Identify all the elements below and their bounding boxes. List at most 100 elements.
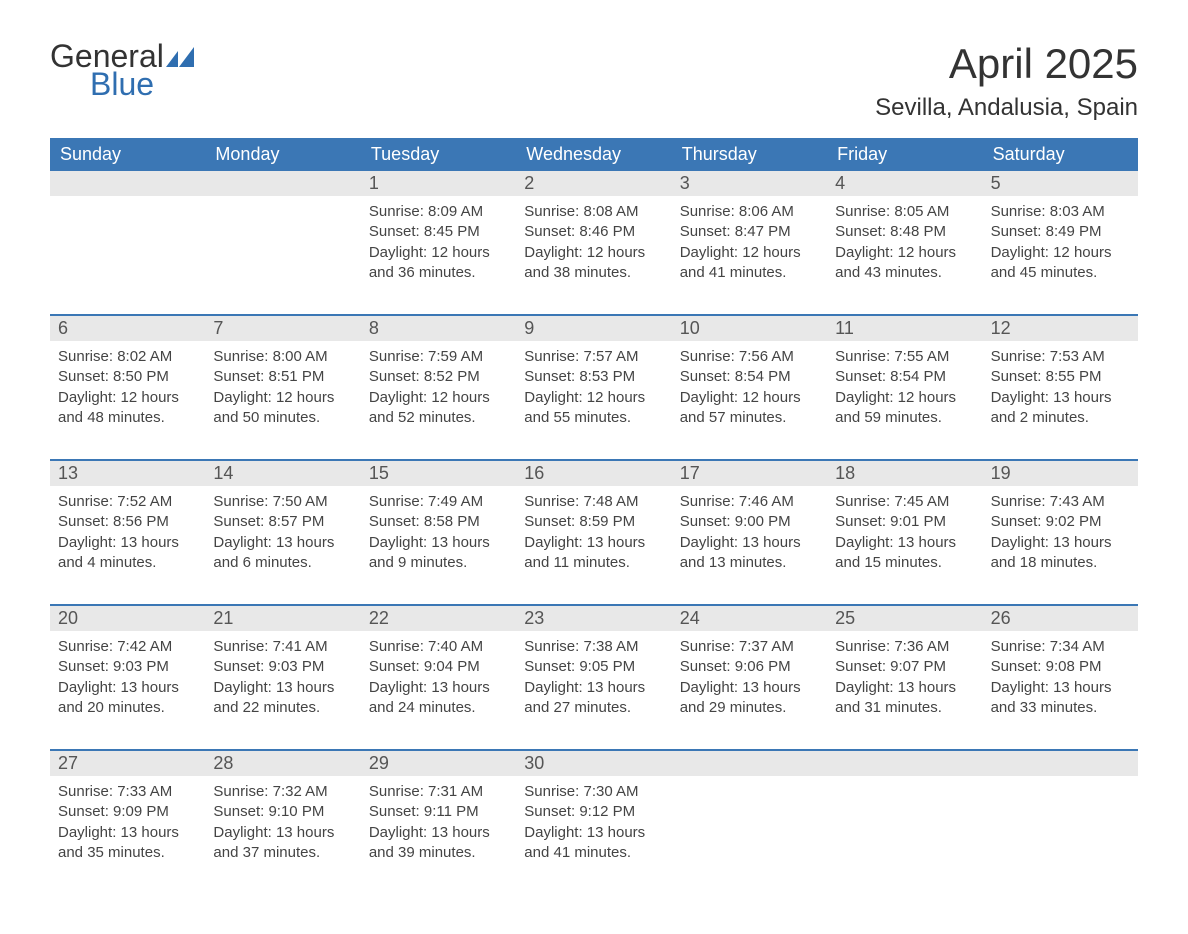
logo: General Blue (50, 40, 194, 100)
day-daylight2: and 43 minutes. (835, 263, 974, 283)
day-sunrise: Sunrise: 7:48 AM (524, 492, 663, 512)
day-sunrise: Sunrise: 7:36 AM (835, 637, 974, 657)
day-daylight2: and 22 minutes. (213, 698, 352, 718)
day-sunrise: Sunrise: 8:06 AM (680, 202, 819, 222)
day-cell: Sunrise: 7:49 AMSunset: 8:58 PMDaylight:… (361, 486, 516, 596)
day-daylight2: and 20 minutes. (58, 698, 197, 718)
week-row: 12345Sunrise: 8:09 AMSunset: 8:45 PMDayl… (50, 171, 1138, 306)
day-number: 15 (361, 461, 516, 486)
day-daylight2: and 37 minutes. (213, 843, 352, 863)
day-number: 29 (361, 751, 516, 776)
day-number: 4 (827, 171, 982, 196)
daynum-strip: 6789101112 (50, 314, 1138, 341)
day-sunset: Sunset: 8:55 PM (991, 367, 1130, 387)
day-sunrise: Sunrise: 7:30 AM (524, 782, 663, 802)
day-daylight1: Daylight: 13 hours (835, 533, 974, 553)
week-row: 27282930Sunrise: 7:33 AMSunset: 9:09 PMD… (50, 749, 1138, 886)
day-cell: Sunrise: 8:00 AMSunset: 8:51 PMDaylight:… (205, 341, 360, 451)
day-sunrise: Sunrise: 7:37 AM (680, 637, 819, 657)
calendar: Sunday Monday Tuesday Wednesday Thursday… (50, 138, 1138, 886)
day-number (983, 751, 1138, 776)
weekday-label: Sunday (50, 138, 205, 171)
day-daylight2: and 15 minutes. (835, 553, 974, 573)
day-number: 16 (516, 461, 671, 486)
day-sunset: Sunset: 8:48 PM (835, 222, 974, 242)
daynum-strip: 27282930 (50, 749, 1138, 776)
weekday-label: Saturday (983, 138, 1138, 171)
day-daylight1: Daylight: 13 hours (213, 678, 352, 698)
day-cell: Sunrise: 8:03 AMSunset: 8:49 PMDaylight:… (983, 196, 1138, 306)
day-sunrise: Sunrise: 7:32 AM (213, 782, 352, 802)
day-sunrise: Sunrise: 7:34 AM (991, 637, 1130, 657)
day-sunset: Sunset: 9:10 PM (213, 802, 352, 822)
day-sunset: Sunset: 9:00 PM (680, 512, 819, 532)
day-daylight2: and 18 minutes. (991, 553, 1130, 573)
day-cell: Sunrise: 7:43 AMSunset: 9:02 PMDaylight:… (983, 486, 1138, 596)
day-cell: Sunrise: 8:06 AMSunset: 8:47 PMDaylight:… (672, 196, 827, 306)
day-daylight1: Daylight: 13 hours (524, 533, 663, 553)
day-sunrise: Sunrise: 7:45 AM (835, 492, 974, 512)
day-cell: Sunrise: 7:50 AMSunset: 8:57 PMDaylight:… (205, 486, 360, 596)
day-cell: Sunrise: 7:31 AMSunset: 9:11 PMDaylight:… (361, 776, 516, 886)
day-cell (827, 776, 982, 886)
day-cell: Sunrise: 7:45 AMSunset: 9:01 PMDaylight:… (827, 486, 982, 596)
day-cell: Sunrise: 7:59 AMSunset: 8:52 PMDaylight:… (361, 341, 516, 451)
day-sunset: Sunset: 9:03 PM (58, 657, 197, 677)
day-cell: Sunrise: 7:40 AMSunset: 9:04 PMDaylight:… (361, 631, 516, 741)
day-sunset: Sunset: 9:04 PM (369, 657, 508, 677)
daynum-strip: 12345 (50, 171, 1138, 196)
day-number: 7 (205, 316, 360, 341)
weekday-label: Friday (827, 138, 982, 171)
day-cell: Sunrise: 7:37 AMSunset: 9:06 PMDaylight:… (672, 631, 827, 741)
day-sunrise: Sunrise: 7:52 AM (58, 492, 197, 512)
week-row: 20212223242526Sunrise: 7:42 AMSunset: 9:… (50, 604, 1138, 741)
day-cell: Sunrise: 7:55 AMSunset: 8:54 PMDaylight:… (827, 341, 982, 451)
day-number: 25 (827, 606, 982, 631)
day-daylight1: Daylight: 13 hours (58, 533, 197, 553)
day-sunset: Sunset: 9:07 PM (835, 657, 974, 677)
day-daylight1: Daylight: 12 hours (680, 388, 819, 408)
week-row: 6789101112Sunrise: 8:02 AMSunset: 8:50 P… (50, 314, 1138, 451)
day-sunrise: Sunrise: 8:00 AM (213, 347, 352, 367)
day-cell: Sunrise: 7:53 AMSunset: 8:55 PMDaylight:… (983, 341, 1138, 451)
day-sunrise: Sunrise: 7:46 AM (680, 492, 819, 512)
day-cell: Sunrise: 7:33 AMSunset: 9:09 PMDaylight:… (50, 776, 205, 886)
day-number: 10 (672, 316, 827, 341)
day-sunset: Sunset: 9:03 PM (213, 657, 352, 677)
day-daylight1: Daylight: 13 hours (991, 678, 1130, 698)
month-title: April 2025 (875, 40, 1138, 88)
day-daylight1: Daylight: 13 hours (213, 823, 352, 843)
day-daylight1: Daylight: 13 hours (58, 678, 197, 698)
day-sunset: Sunset: 9:11 PM (369, 802, 508, 822)
day-daylight2: and 6 minutes. (213, 553, 352, 573)
day-number (672, 751, 827, 776)
day-sunrise: Sunrise: 7:55 AM (835, 347, 974, 367)
day-sunset: Sunset: 9:06 PM (680, 657, 819, 677)
day-sunrise: Sunrise: 7:38 AM (524, 637, 663, 657)
weekday-label: Tuesday (361, 138, 516, 171)
day-cell: Sunrise: 7:52 AMSunset: 8:56 PMDaylight:… (50, 486, 205, 596)
day-cell: Sunrise: 8:02 AMSunset: 8:50 PMDaylight:… (50, 341, 205, 451)
day-sunset: Sunset: 9:09 PM (58, 802, 197, 822)
day-sunrise: Sunrise: 7:53 AM (991, 347, 1130, 367)
day-daylight1: Daylight: 12 hours (835, 388, 974, 408)
day-cell: Sunrise: 7:32 AMSunset: 9:10 PMDaylight:… (205, 776, 360, 886)
day-number: 5 (983, 171, 1138, 196)
day-cell (983, 776, 1138, 886)
day-cell: Sunrise: 8:09 AMSunset: 8:45 PMDaylight:… (361, 196, 516, 306)
day-daylight2: and 31 minutes. (835, 698, 974, 718)
header: General Blue April 2025 Sevilla, Andalus… (50, 40, 1138, 122)
day-daylight1: Daylight: 13 hours (369, 678, 508, 698)
day-sunrise: Sunrise: 7:40 AM (369, 637, 508, 657)
day-sunrise: Sunrise: 8:09 AM (369, 202, 508, 222)
day-sunrise: Sunrise: 8:03 AM (991, 202, 1130, 222)
day-sunset: Sunset: 9:05 PM (524, 657, 663, 677)
day-sunset: Sunset: 8:51 PM (213, 367, 352, 387)
day-sunset: Sunset: 8:59 PM (524, 512, 663, 532)
daycontent-strip: Sunrise: 7:33 AMSunset: 9:09 PMDaylight:… (50, 776, 1138, 886)
day-sunrise: Sunrise: 7:43 AM (991, 492, 1130, 512)
day-cell: Sunrise: 7:34 AMSunset: 9:08 PMDaylight:… (983, 631, 1138, 741)
weekday-header: Sunday Monday Tuesday Wednesday Thursday… (50, 138, 1138, 171)
logo-flag-icon (166, 47, 194, 67)
day-sunset: Sunset: 8:54 PM (680, 367, 819, 387)
